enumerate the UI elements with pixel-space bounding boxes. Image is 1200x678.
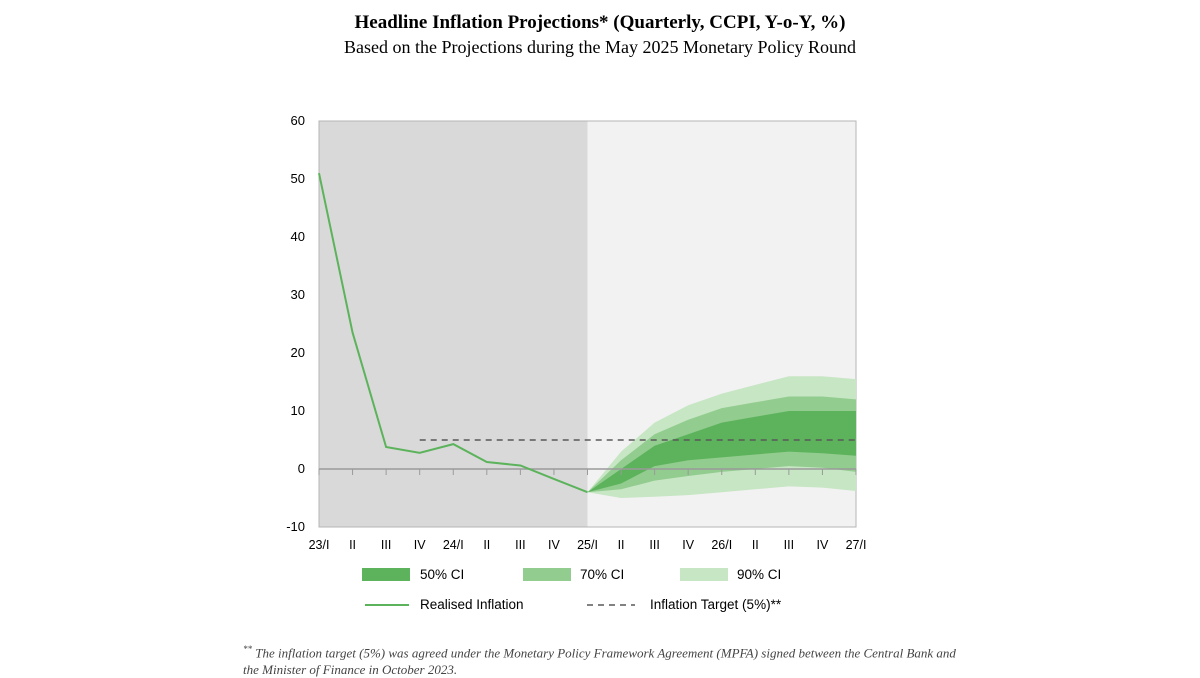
x-tick-label: IV: [682, 538, 694, 552]
chart-title: Headline Inflation Projections* (Quarter…: [354, 12, 846, 33]
x-tick-label: III: [515, 538, 525, 552]
legend-label-inflation-target-5: Inflation Target (5%)**: [650, 597, 782, 612]
x-tick-label: III: [649, 538, 659, 552]
y-tick-label: 0: [298, 461, 305, 476]
plot-frame: [318, 120, 857, 528]
x-tick-label: IV: [414, 538, 426, 552]
y-tick-label: 40: [291, 229, 305, 244]
x-tick-label: II: [618, 538, 625, 552]
x-tick-label: 27/I: [846, 538, 867, 552]
x-tick-label: 25/I: [577, 538, 598, 552]
x-tick-label: III: [381, 538, 391, 552]
x-tick-label: 24/I: [443, 538, 464, 552]
y-tick-label: 10: [291, 403, 305, 418]
x-tick-label: 26/I: [711, 538, 732, 552]
confidence-band-50: [587, 411, 856, 493]
legend-label-50-ci: 50% CI: [420, 567, 464, 582]
y-tick-label: 60: [291, 113, 305, 128]
footnote-text: The inflation target (5%) was agreed und…: [243, 645, 956, 678]
legend-label-90-ci: 90% CI: [737, 567, 781, 582]
footnote: ** The inflation target (5%) was agreed …: [243, 641, 963, 678]
y-tick-label: 50: [291, 171, 305, 186]
legend-swatch-70-ci: [523, 568, 571, 581]
x-tick-label: III: [784, 538, 794, 552]
legend-swatch-90-ci: [680, 568, 728, 581]
realised-inflation-line: [318, 172, 588, 494]
y-tick-label: 30: [291, 287, 305, 302]
x-tick-label: II: [752, 538, 759, 552]
footnote-marker: **: [243, 644, 252, 654]
legend-label-70-ci: 70% CI: [580, 567, 624, 582]
x-tick-label: IV: [817, 538, 829, 552]
y-tick-label: 20: [291, 345, 305, 360]
history-region: [319, 121, 588, 527]
legend-label-realised-inflation: Realised Inflation: [420, 597, 524, 612]
chart-subtitle: Based on the Projections during the May …: [344, 37, 856, 57]
y-tick-label: -10: [286, 519, 305, 534]
legend-swatch-50-ci: [362, 568, 410, 581]
x-tick-label: 23/I: [309, 538, 330, 552]
x-tick-label: IV: [548, 538, 560, 552]
x-tick-label: II: [349, 538, 356, 552]
x-tick-label: II: [483, 538, 490, 552]
